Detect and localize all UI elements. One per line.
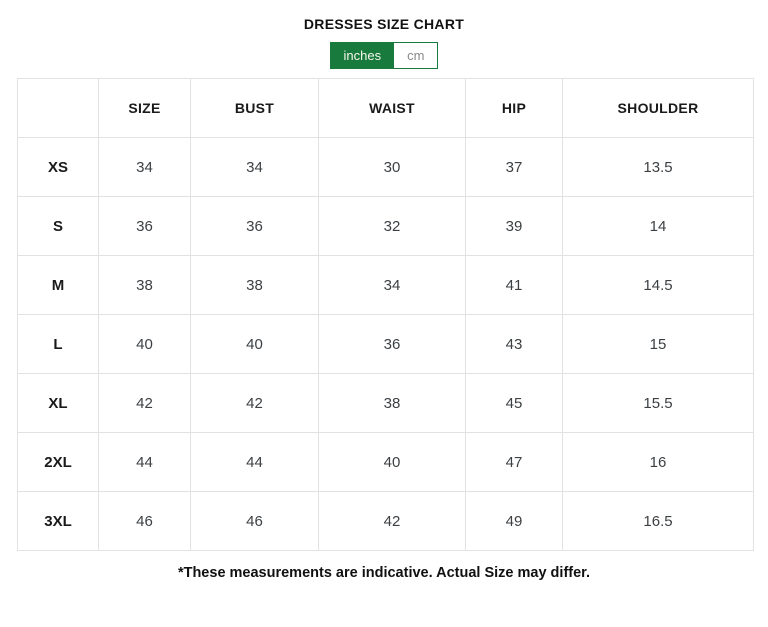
cell-hip: 39 bbox=[465, 196, 563, 256]
size-chart-container: SIZE BUST WAIST HIP SHOULDER XS 34 34 30… bbox=[17, 78, 754, 551]
cell-bust: 40 bbox=[190, 314, 319, 374]
cell-waist: 30 bbox=[318, 137, 466, 197]
header-cell-waist: WAIST bbox=[318, 78, 466, 138]
cell-shoulder: 14.5 bbox=[562, 255, 754, 315]
table-row-s: S 36 36 32 39 14 bbox=[17, 196, 754, 256]
table-row-l: L 40 40 36 43 15 bbox=[17, 314, 754, 374]
cell-waist: 32 bbox=[318, 196, 466, 256]
cell-waist: 42 bbox=[318, 491, 466, 551]
cell-shoulder: 13.5 bbox=[562, 137, 754, 197]
cell-shoulder: 16.5 bbox=[562, 491, 754, 551]
row-label: 2XL bbox=[17, 432, 99, 492]
unit-toggle-group: inches cm bbox=[329, 42, 439, 69]
table-row-2xl: 2XL 44 44 40 47 16 bbox=[17, 432, 754, 492]
cell-hip: 45 bbox=[465, 373, 563, 433]
cell-waist: 34 bbox=[318, 255, 466, 315]
cell-bust: 36 bbox=[190, 196, 319, 256]
cell-bust: 42 bbox=[190, 373, 319, 433]
cell-size: 44 bbox=[98, 432, 191, 492]
cell-hip: 43 bbox=[465, 314, 563, 374]
header-cell-hip: HIP bbox=[465, 78, 563, 138]
disclaimer-note: *These measurements are indicative. Actu… bbox=[177, 565, 591, 581]
cell-waist: 38 bbox=[318, 373, 466, 433]
size-chart-table: SIZE BUST WAIST HIP SHOULDER XS 34 34 30… bbox=[17, 78, 754, 551]
header-cell-size: SIZE bbox=[98, 78, 191, 138]
cell-bust: 46 bbox=[190, 491, 319, 551]
cell-bust: 34 bbox=[190, 137, 319, 197]
cell-hip: 37 bbox=[465, 137, 563, 197]
cell-size: 36 bbox=[98, 196, 191, 256]
cell-size: 34 bbox=[98, 137, 191, 197]
row-label: L bbox=[17, 314, 99, 374]
cell-hip: 41 bbox=[465, 255, 563, 315]
table-row-3xl: 3XL 46 46 42 49 16.5 bbox=[17, 491, 754, 551]
cell-shoulder: 15 bbox=[562, 314, 754, 374]
page-title: DRESSES SIZE CHART bbox=[303, 16, 465, 32]
cell-bust: 44 bbox=[190, 432, 319, 492]
row-label: S bbox=[17, 196, 99, 256]
cell-size: 40 bbox=[98, 314, 191, 374]
cell-hip: 49 bbox=[465, 491, 563, 551]
cell-shoulder: 15.5 bbox=[562, 373, 754, 433]
header-cell-bust: BUST bbox=[190, 78, 319, 138]
header-cell-empty bbox=[17, 78, 99, 138]
cell-size: 38 bbox=[98, 255, 191, 315]
row-label: XS bbox=[17, 137, 99, 197]
cell-waist: 40 bbox=[318, 432, 466, 492]
unit-option-inches[interactable]: inches bbox=[330, 43, 395, 68]
unit-option-cm[interactable]: cm bbox=[394, 43, 438, 68]
table-row-m: M 38 38 34 41 14.5 bbox=[17, 255, 754, 315]
unit-toggle: inches cm bbox=[0, 42, 768, 69]
table-header-row: SIZE BUST WAIST HIP SHOULDER bbox=[17, 78, 754, 138]
row-label: 3XL bbox=[17, 491, 99, 551]
row-label: M bbox=[17, 255, 99, 315]
row-label: XL bbox=[17, 373, 99, 433]
cell-waist: 36 bbox=[318, 314, 466, 374]
cell-size: 46 bbox=[98, 491, 191, 551]
cell-size: 42 bbox=[98, 373, 191, 433]
table-row-xl: XL 42 42 38 45 15.5 bbox=[17, 373, 754, 433]
cell-bust: 38 bbox=[190, 255, 319, 315]
table-row-xs: XS 34 34 30 37 13.5 bbox=[17, 137, 754, 197]
header-cell-shoulder: SHOULDER bbox=[562, 78, 754, 138]
cell-shoulder: 16 bbox=[562, 432, 754, 492]
cell-hip: 47 bbox=[465, 432, 563, 492]
cell-shoulder: 14 bbox=[562, 196, 754, 256]
